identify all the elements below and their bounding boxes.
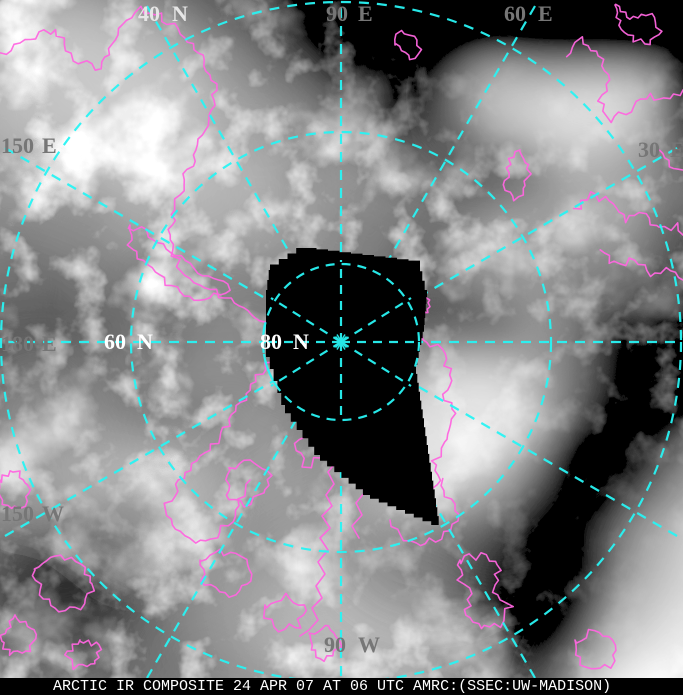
svg-text:40: 40 bbox=[138, 1, 160, 26]
svg-text:30: 30 bbox=[638, 137, 660, 162]
svg-text:90: 90 bbox=[324, 632, 346, 657]
svg-text:W: W bbox=[42, 501, 64, 526]
svg-text:E: E bbox=[42, 331, 57, 356]
svg-text:80: 80 bbox=[260, 329, 282, 354]
svg-text:N: N bbox=[137, 329, 153, 354]
svg-text:N: N bbox=[172, 1, 188, 26]
svg-text:60: 60 bbox=[504, 1, 526, 26]
svg-text:E: E bbox=[670, 137, 683, 162]
svg-text:E: E bbox=[42, 133, 57, 158]
svg-text:90: 90 bbox=[326, 1, 348, 26]
svg-text:180: 180 bbox=[1, 331, 34, 356]
svg-text:N: N bbox=[293, 329, 309, 354]
svg-text:E: E bbox=[358, 1, 373, 26]
svg-text:150: 150 bbox=[1, 133, 34, 158]
svg-text:W: W bbox=[358, 632, 380, 657]
svg-text:60: 60 bbox=[104, 329, 126, 354]
svg-text:150: 150 bbox=[1, 501, 34, 526]
svg-text:E: E bbox=[538, 1, 553, 26]
